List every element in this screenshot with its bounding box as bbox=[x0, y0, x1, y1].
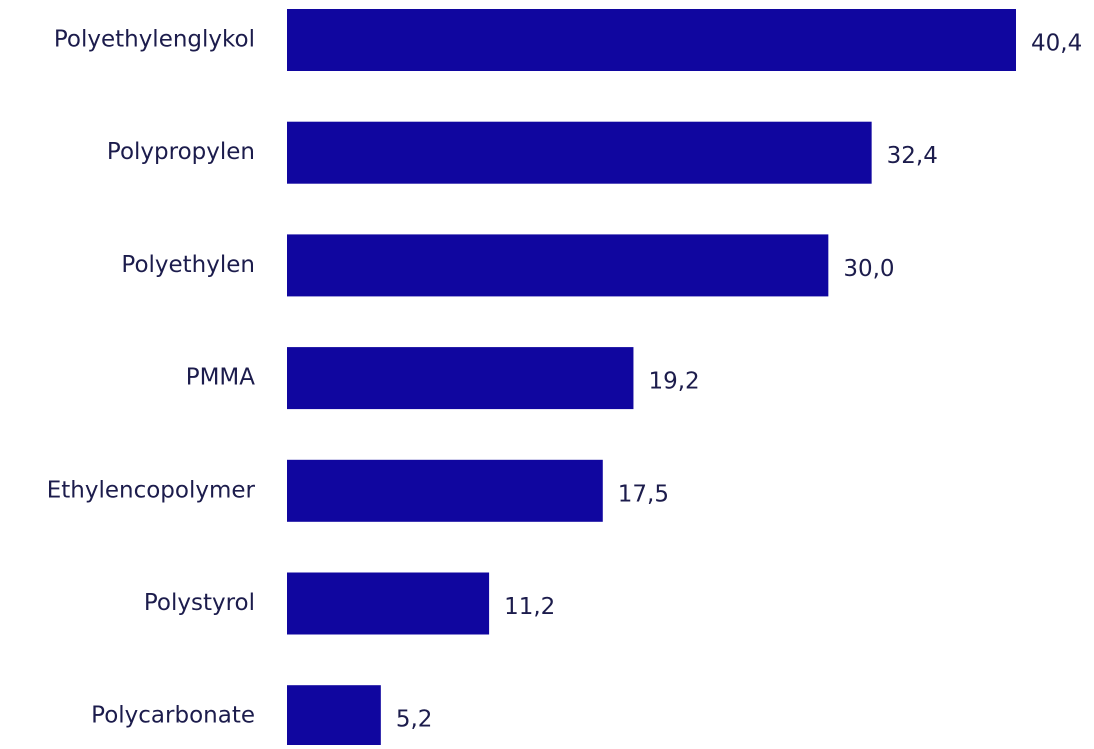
bar bbox=[287, 347, 634, 410]
category-label: Polypropylen bbox=[107, 139, 255, 165]
value-label: 11,2 bbox=[504, 594, 555, 620]
category-label: Polycarbonate bbox=[91, 703, 255, 729]
value-label: 17,5 bbox=[618, 481, 669, 507]
category-label: Ethylencopolymer bbox=[47, 477, 256, 503]
bar bbox=[287, 459, 603, 522]
category-label: Polyethylenglykol bbox=[54, 27, 255, 53]
value-label: 32,4 bbox=[887, 143, 938, 169]
value-label: 40,4 bbox=[1031, 31, 1082, 57]
bar bbox=[287, 685, 381, 748]
value-label: 30,0 bbox=[843, 256, 894, 282]
category-label: PMMA bbox=[186, 365, 256, 391]
bar bbox=[287, 9, 1016, 71]
category-label: Polyethylen bbox=[121, 252, 255, 278]
value-label: 19,2 bbox=[648, 369, 699, 395]
bar bbox=[287, 121, 872, 184]
category-label: Polystyrol bbox=[144, 590, 255, 616]
bar bbox=[287, 572, 490, 635]
value-label: 5,2 bbox=[396, 707, 433, 733]
bar bbox=[287, 234, 829, 297]
